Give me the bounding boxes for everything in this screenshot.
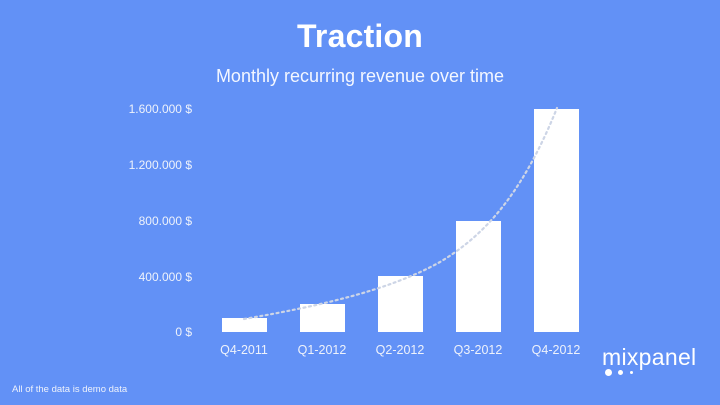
logo-dots-icon	[602, 368, 696, 378]
bar-q4-2011	[221, 318, 267, 332]
y-tick-label: 1.600.000 $	[128, 102, 192, 116]
mixpanel-logo: mixpanel	[602, 346, 696, 378]
slide-subtitle: Monthly recurring revenue over time	[215, 66, 505, 86]
x-tick-label: Q3-2012	[453, 343, 503, 357]
bar-q4-2012	[533, 109, 579, 332]
x-tick-label: Q2-2012	[375, 343, 425, 357]
demo-data-footnote: All of the data is demo data	[12, 384, 128, 395]
y-tick-label: 1.200.000 $	[128, 158, 192, 172]
y-tick-label: 400.000 $	[138, 270, 192, 284]
bar-q1-2012	[299, 304, 345, 332]
y-tick-label: 800.000 $	[138, 214, 192, 228]
x-tick-label: Q4-2011	[220, 343, 268, 357]
slide-title: Traction	[296, 18, 424, 54]
y-tick-label: 0 $	[175, 325, 192, 339]
x-tick-label: Q4-2012	[531, 343, 581, 357]
bar-q3-2012	[455, 220, 501, 332]
x-tick-label: Q1-2012	[297, 343, 347, 357]
logo-text: mixpanel	[602, 344, 697, 370]
